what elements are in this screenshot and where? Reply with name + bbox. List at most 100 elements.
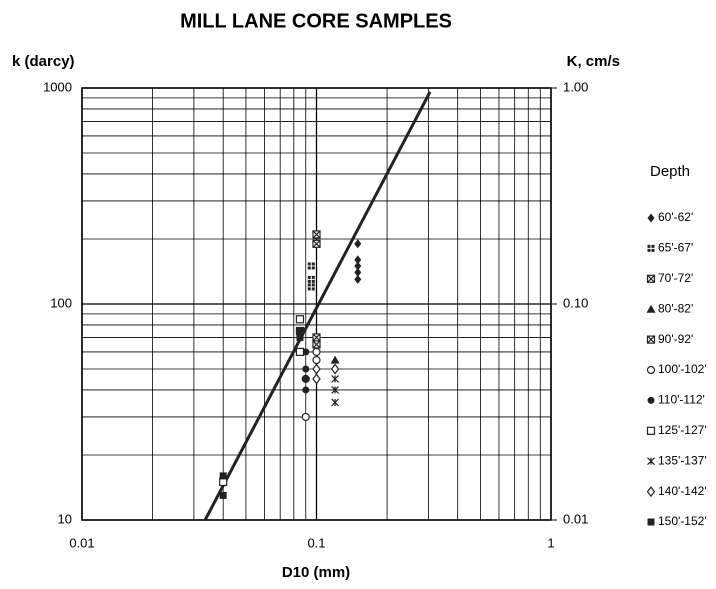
y-tick-label: 100	[50, 295, 72, 310]
marker	[312, 333, 321, 342]
marker-part	[312, 373, 321, 385]
legend-label: 140'-142'	[658, 484, 707, 498]
marker	[330, 355, 340, 364]
marker	[219, 477, 228, 487]
legend-marker	[646, 335, 656, 344]
marker	[312, 355, 321, 365]
marker	[354, 267, 362, 277]
marker	[312, 239, 321, 248]
marker-part	[647, 335, 655, 344]
marker	[331, 398, 339, 407]
marker-part	[354, 274, 362, 284]
trend-line	[203, 91, 432, 521]
y-axis-title: k (darcy)	[12, 53, 75, 70]
marker-part	[354, 261, 362, 271]
marker-part	[646, 486, 656, 498]
y-tick-label: 10	[58, 511, 72, 526]
x-axis-title: D10 (mm)	[282, 564, 350, 581]
marker	[302, 386, 310, 394]
marker	[301, 412, 310, 422]
x-tick-label: 0.01	[69, 535, 94, 550]
marker	[354, 239, 362, 249]
legend-label: 100'-102'	[658, 362, 707, 376]
marker-part	[302, 386, 310, 394]
marker-part	[312, 355, 321, 365]
marker-part	[646, 426, 656, 435]
marker-part	[312, 239, 321, 248]
x-tick-label: 0.1	[307, 535, 325, 550]
y2-axis-title: K, cm/s	[567, 53, 620, 70]
legend-label: 70'-72'	[658, 271, 693, 285]
marker-part	[312, 347, 321, 357]
marker-part	[312, 230, 321, 239]
legend-label: 90'-92'	[658, 332, 693, 346]
marker	[302, 375, 310, 383]
marker-part	[647, 518, 655, 526]
legend-label: 150'-152'	[658, 514, 707, 528]
marker-part	[302, 375, 310, 383]
marker-part	[330, 363, 340, 375]
marker-part	[354, 267, 362, 277]
marker	[331, 374, 339, 383]
marker-part	[219, 491, 227, 499]
legend-label: 125'-127'	[658, 423, 707, 437]
legend-label: 65'-67'	[658, 241, 693, 255]
legend-marker	[646, 426, 656, 435]
y2-tick-label: 0.01	[563, 511, 588, 526]
legend-marker	[647, 518, 655, 526]
legend-label: 135'-137'	[658, 453, 707, 467]
marker	[296, 327, 304, 335]
marker-part	[354, 255, 362, 265]
x-tick-label: 1	[547, 535, 554, 550]
marker-part	[301, 412, 310, 422]
marker-part	[302, 365, 310, 373]
marker	[312, 230, 321, 239]
marker-part	[647, 274, 655, 283]
marker	[312, 340, 321, 349]
marker	[307, 283, 315, 291]
plot-frame	[81, 87, 552, 521]
legend-marker	[647, 396, 655, 404]
marker-part	[295, 315, 305, 324]
marker	[330, 363, 340, 375]
marker-part	[354, 239, 362, 249]
marker-part	[646, 304, 656, 313]
legend-title: Depth	[650, 163, 690, 180]
marker-part	[646, 365, 656, 375]
marker-part	[330, 355, 340, 364]
marker	[312, 373, 321, 385]
legend-marker	[646, 365, 656, 375]
marker	[307, 275, 315, 283]
marker	[219, 491, 227, 499]
legend-label: 60'-62'	[658, 210, 693, 224]
legend-marker	[646, 486, 656, 498]
marker	[296, 333, 304, 341]
y2-tick-label: 0.10	[563, 295, 588, 310]
marker	[354, 255, 362, 265]
marker	[307, 262, 315, 270]
marker-part	[219, 477, 228, 487]
marker	[331, 386, 339, 394]
marker-part	[312, 340, 321, 349]
chart-title: MILL LANE CORE SAMPLES	[180, 10, 452, 32]
marker-part	[647, 396, 655, 404]
marker	[295, 347, 305, 357]
legend-marker	[646, 274, 656, 283]
y-tick-label: 1000	[43, 79, 72, 94]
marker-part	[296, 333, 304, 341]
marker-part	[219, 472, 227, 480]
marker-part	[647, 213, 655, 223]
marker-part	[312, 333, 321, 342]
legend-marker	[646, 304, 656, 313]
marker	[219, 472, 227, 480]
marker-part	[312, 363, 321, 375]
marker-part	[295, 347, 305, 357]
legend-marker	[647, 213, 655, 223]
marker	[354, 274, 362, 284]
marker	[302, 365, 310, 373]
marker-part	[296, 327, 304, 335]
marker	[312, 347, 321, 357]
legend-label: 110'-112'	[658, 393, 705, 407]
y2-tick-label: 1.00	[563, 79, 588, 94]
